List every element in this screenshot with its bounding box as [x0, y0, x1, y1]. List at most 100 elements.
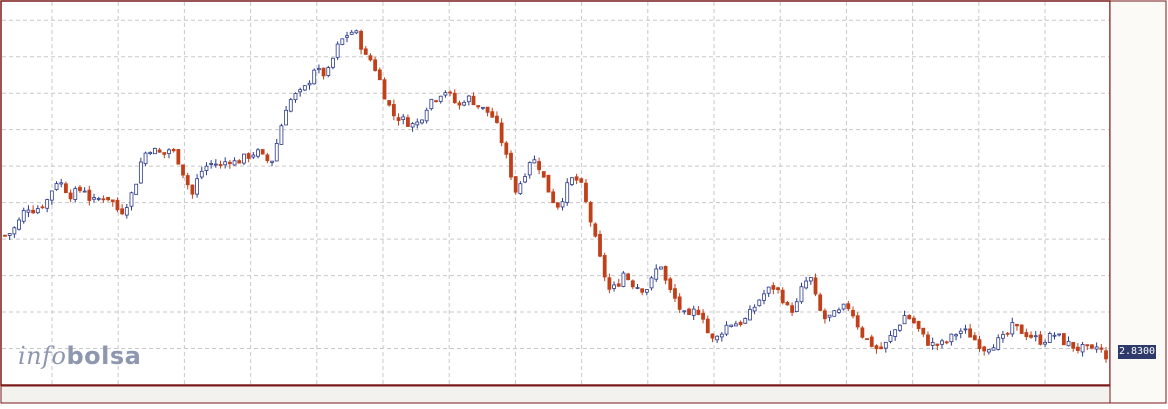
- candle-body: [199, 170, 204, 178]
- candle-body: [907, 315, 912, 320]
- candle-body: [541, 171, 546, 178]
- candle-body: [265, 154, 270, 162]
- candle-body: [326, 67, 331, 76]
- candle-body: [434, 100, 438, 103]
- candle-body: [710, 333, 715, 339]
- candle-body: [733, 323, 738, 327]
- candle-body: [82, 190, 87, 193]
- candle-body: [926, 334, 930, 346]
- candle-body: [874, 345, 879, 350]
- candle-body: [92, 197, 96, 200]
- candle-body: [574, 176, 579, 181]
- candles-layer: [3, 29, 1108, 363]
- candle-body: [448, 91, 452, 94]
- candle-body: [251, 154, 256, 158]
- candle-body: [527, 162, 532, 176]
- candle-body: [1090, 344, 1094, 349]
- candle-body: [743, 318, 748, 324]
- candle-body: [288, 99, 293, 112]
- candle-body: [766, 286, 771, 294]
- candle-body: [860, 327, 865, 338]
- candle-body: [1015, 323, 1019, 327]
- candle-body: [584, 182, 588, 202]
- candle-body: [195, 178, 199, 195]
- candle-body: [31, 209, 36, 214]
- candle-body: [818, 294, 823, 311]
- candle-body: [855, 315, 860, 328]
- candle-body: [654, 268, 659, 280]
- candle-body: [776, 287, 780, 291]
- candle-body: [598, 233, 602, 257]
- candle-body: [513, 176, 518, 193]
- candle-body: [569, 177, 574, 185]
- candle-body: [354, 30, 359, 34]
- candle-body: [120, 208, 125, 215]
- candle-body: [902, 315, 907, 325]
- candle-body: [972, 335, 977, 341]
- candle-body: [26, 209, 31, 213]
- candle-body: [560, 201, 565, 208]
- candle-body: [157, 149, 162, 153]
- candle-body: [738, 321, 743, 325]
- candle-body: [232, 160, 237, 166]
- candle-body: [724, 324, 729, 335]
- candle-body: [415, 121, 420, 126]
- candle-body: [167, 149, 171, 154]
- watermark-part2: bolsa: [66, 342, 142, 370]
- candle-body: [696, 309, 701, 315]
- candle-body: [443, 92, 448, 96]
- candle-body: [940, 340, 944, 345]
- candle-body: [438, 95, 443, 102]
- last-price-label: 2.8300: [1118, 345, 1156, 359]
- candle-body: [626, 273, 631, 281]
- candle-body: [991, 347, 996, 351]
- candle-body: [40, 206, 45, 209]
- candle-body: [705, 318, 710, 334]
- candle-body: [462, 102, 467, 106]
- candle-body: [659, 266, 663, 270]
- candle-body: [471, 95, 476, 106]
- candle-body: [897, 324, 902, 331]
- candle-body: [1001, 334, 1005, 339]
- candle-body: [799, 286, 804, 303]
- candle-body: [35, 208, 40, 214]
- candle-body: [935, 343, 940, 346]
- candle-body: [607, 277, 612, 290]
- candle-body: [621, 272, 626, 287]
- candle-body: [209, 162, 214, 165]
- candle-body: [1052, 334, 1057, 337]
- candle-body: [317, 68, 321, 71]
- candle-body: [420, 119, 424, 124]
- candle-body: [762, 293, 766, 301]
- candle-body: [682, 310, 687, 313]
- candle-body: [780, 289, 785, 304]
- candle-body: [551, 191, 556, 204]
- candle-body: [359, 30, 363, 50]
- candle-body: [1038, 334, 1043, 345]
- candle-body: [883, 341, 888, 349]
- candle-body: [785, 302, 790, 306]
- candle-body: [176, 149, 181, 165]
- candle-body: [537, 161, 542, 171]
- candle-body: [593, 223, 598, 237]
- candle-body: [73, 188, 78, 200]
- candle-body: [958, 330, 963, 334]
- candle-body: [893, 329, 898, 337]
- candle-body: [1099, 347, 1104, 350]
- candle-body: [518, 183, 523, 195]
- candle-body: [832, 310, 837, 317]
- candle-body: [181, 164, 185, 176]
- candle-body: [410, 123, 415, 128]
- candle-body: [373, 59, 378, 71]
- candle-body: [312, 69, 317, 85]
- candle-body: [429, 98, 434, 110]
- candle-body: [1061, 333, 1066, 346]
- candle-body: [490, 111, 495, 118]
- candle-body: [3, 234, 7, 237]
- candle-body: [270, 160, 274, 163]
- candle-body: [110, 199, 115, 203]
- candle-body: [616, 283, 621, 287]
- candle-body: [260, 149, 265, 155]
- candle-body: [640, 288, 645, 293]
- candle-body: [349, 31, 354, 35]
